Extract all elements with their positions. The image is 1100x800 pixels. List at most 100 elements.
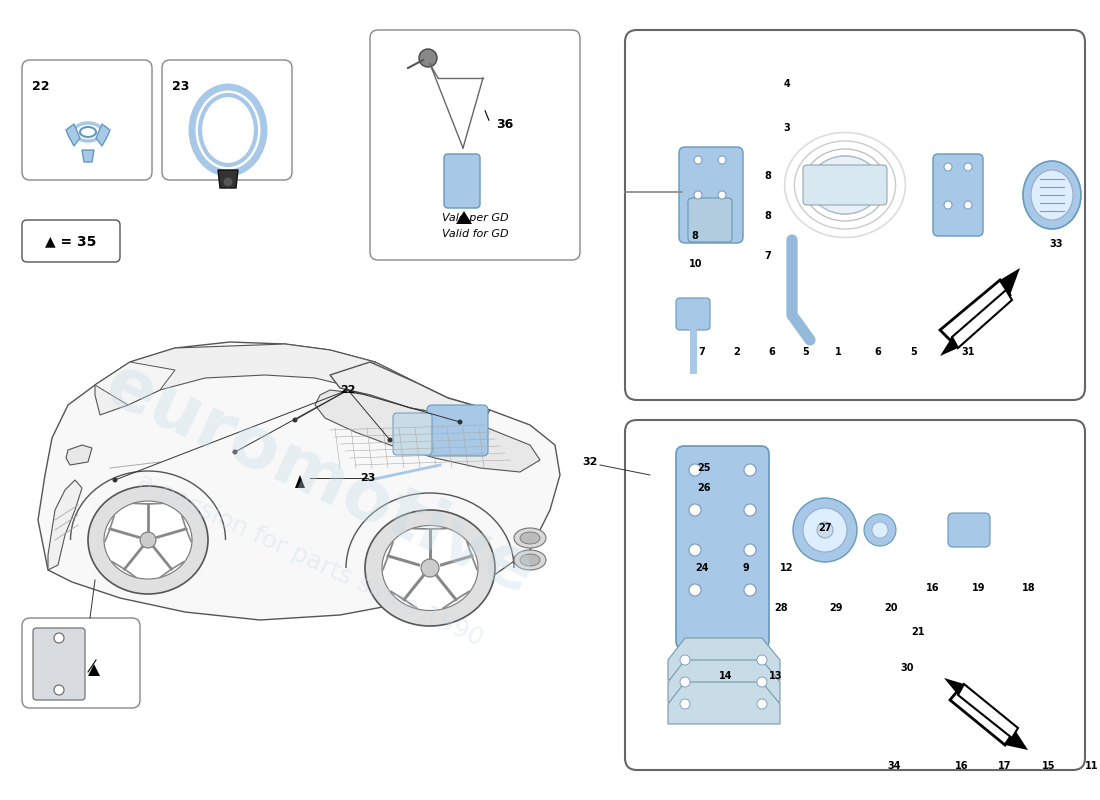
Circle shape — [757, 677, 767, 687]
Text: 23: 23 — [361, 473, 376, 483]
Text: 28: 28 — [774, 603, 788, 613]
Text: 6: 6 — [769, 347, 776, 357]
Circle shape — [718, 191, 726, 199]
Circle shape — [140, 532, 156, 548]
Circle shape — [680, 655, 690, 665]
FancyBboxPatch shape — [948, 513, 990, 547]
Polygon shape — [952, 290, 1012, 348]
Circle shape — [689, 464, 701, 476]
Text: 1: 1 — [835, 347, 842, 357]
Polygon shape — [940, 337, 958, 356]
Text: 31: 31 — [961, 347, 975, 357]
FancyBboxPatch shape — [679, 147, 743, 243]
Polygon shape — [218, 170, 238, 188]
Text: 27: 27 — [818, 523, 832, 533]
Text: 8: 8 — [764, 171, 771, 181]
Polygon shape — [82, 150, 94, 162]
Ellipse shape — [365, 510, 495, 626]
Text: 4: 4 — [783, 79, 790, 89]
Circle shape — [757, 655, 767, 665]
Circle shape — [112, 478, 118, 482]
Circle shape — [232, 450, 238, 454]
Circle shape — [744, 464, 756, 476]
FancyBboxPatch shape — [33, 628, 85, 700]
Circle shape — [793, 498, 857, 562]
Circle shape — [223, 177, 233, 187]
Ellipse shape — [520, 554, 540, 566]
Polygon shape — [330, 362, 490, 425]
Text: 7: 7 — [764, 251, 771, 261]
Text: 22: 22 — [32, 80, 50, 93]
Ellipse shape — [1023, 161, 1081, 229]
Text: 5: 5 — [911, 347, 917, 357]
Polygon shape — [456, 211, 472, 224]
Polygon shape — [950, 688, 1015, 745]
Text: 21: 21 — [912, 627, 925, 637]
Ellipse shape — [88, 486, 208, 594]
Polygon shape — [66, 445, 92, 465]
Polygon shape — [668, 638, 780, 680]
Circle shape — [744, 544, 756, 556]
Text: 6: 6 — [874, 347, 881, 357]
Text: 22: 22 — [340, 385, 355, 395]
Ellipse shape — [1031, 170, 1072, 220]
Text: 36: 36 — [496, 118, 514, 131]
Polygon shape — [95, 362, 175, 405]
Circle shape — [293, 418, 297, 422]
Ellipse shape — [810, 156, 880, 214]
Text: 32: 32 — [582, 457, 597, 467]
Text: 11: 11 — [1085, 762, 1098, 771]
Text: 24: 24 — [695, 563, 708, 573]
Ellipse shape — [520, 532, 540, 544]
Ellipse shape — [74, 123, 102, 141]
Polygon shape — [66, 124, 80, 146]
Text: 16: 16 — [926, 583, 939, 593]
Text: 14: 14 — [719, 671, 733, 681]
Polygon shape — [88, 664, 100, 676]
Text: 15: 15 — [1042, 762, 1055, 771]
Text: 29: 29 — [829, 603, 843, 613]
Circle shape — [419, 49, 437, 67]
Circle shape — [680, 699, 690, 709]
Circle shape — [387, 438, 393, 442]
Polygon shape — [940, 280, 1010, 340]
Text: 16: 16 — [955, 762, 968, 771]
FancyBboxPatch shape — [444, 154, 480, 208]
Text: 25: 25 — [697, 463, 711, 473]
Circle shape — [944, 163, 952, 171]
Ellipse shape — [514, 550, 546, 570]
Text: 20: 20 — [884, 603, 898, 613]
FancyBboxPatch shape — [676, 446, 769, 649]
Ellipse shape — [104, 501, 192, 579]
Polygon shape — [668, 682, 780, 724]
Polygon shape — [48, 480, 82, 570]
Text: 30: 30 — [901, 663, 914, 673]
Circle shape — [964, 163, 972, 171]
Text: 19: 19 — [972, 583, 986, 593]
Circle shape — [864, 514, 896, 546]
Circle shape — [54, 633, 64, 643]
Circle shape — [944, 201, 952, 209]
Polygon shape — [295, 475, 305, 488]
Text: euromotive: euromotive — [95, 350, 546, 610]
Text: 5: 5 — [802, 347, 808, 357]
Polygon shape — [315, 390, 540, 472]
Text: 12: 12 — [780, 563, 793, 573]
Text: 26: 26 — [697, 483, 711, 493]
Circle shape — [458, 419, 462, 425]
Polygon shape — [365, 362, 415, 405]
FancyBboxPatch shape — [688, 198, 732, 242]
Polygon shape — [668, 660, 780, 702]
Circle shape — [757, 699, 767, 709]
Polygon shape — [39, 342, 560, 620]
Text: 2: 2 — [734, 347, 740, 357]
Circle shape — [817, 522, 833, 538]
Text: 17: 17 — [998, 762, 1011, 771]
Polygon shape — [1005, 730, 1028, 750]
Text: 23: 23 — [172, 80, 189, 93]
Text: 3: 3 — [783, 123, 790, 133]
Circle shape — [872, 522, 888, 538]
Polygon shape — [1000, 268, 1020, 295]
Circle shape — [744, 504, 756, 516]
Text: 13: 13 — [769, 671, 782, 681]
